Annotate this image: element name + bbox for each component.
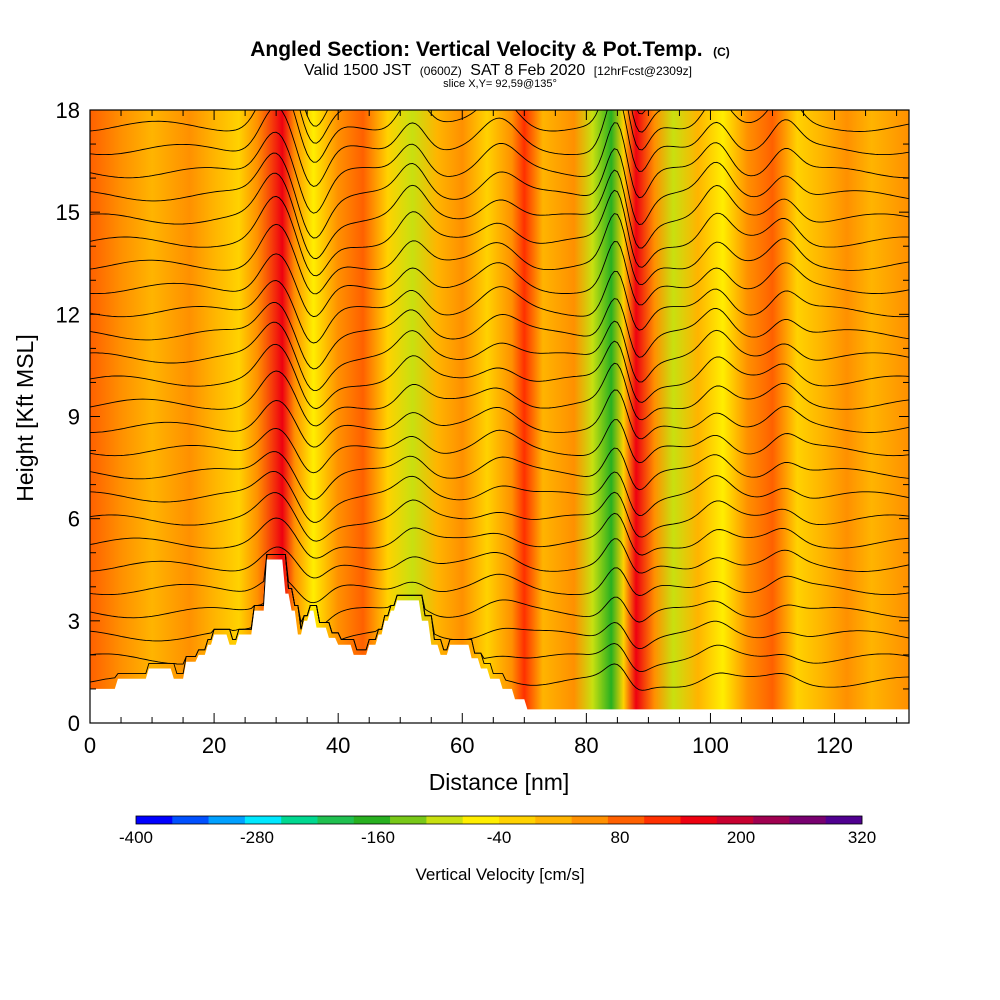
chart-subtitle: Valid 1500 JST (0600Z) SAT 8 Feb 2020 [1… bbox=[304, 62, 692, 79]
colorbar-swatch bbox=[825, 816, 863, 824]
x-tick-label: 100 bbox=[692, 733, 729, 758]
theta-contour bbox=[90, 447, 909, 500]
colorbar bbox=[135, 815, 863, 825]
chart-title-mark: (C) bbox=[713, 45, 730, 59]
theta-contour bbox=[90, 148, 909, 239]
colorbar-swatch bbox=[571, 816, 609, 824]
potential-temperature-contours bbox=[90, 110, 909, 691]
theta-contour bbox=[90, 389, 909, 448]
colorbar-label: -160 bbox=[361, 828, 395, 847]
y-tick-label: 0 bbox=[68, 711, 80, 736]
theta-contour bbox=[90, 470, 909, 523]
colorbar-swatch bbox=[172, 816, 209, 824]
colorbar-swatch bbox=[390, 816, 427, 824]
colorbar-swatch bbox=[535, 816, 572, 824]
x-tick-label: 60 bbox=[450, 733, 474, 758]
chart-title: Angled Section: Vertical Velocity & Pot.… bbox=[250, 38, 730, 61]
theta-contour bbox=[90, 169, 909, 260]
terrain-mask bbox=[90, 559, 909, 723]
subtitle-zulu: (0600Z) bbox=[420, 64, 462, 78]
colorbar-swatch bbox=[136, 816, 173, 824]
subtitle-forecast: [12hrFcst@2309z] bbox=[594, 64, 692, 78]
theta-contour bbox=[90, 340, 909, 410]
theta-contour bbox=[90, 110, 909, 187]
x-tick-label: 40 bbox=[326, 733, 350, 758]
theta-contour bbox=[90, 241, 909, 318]
y-tick-label: 6 bbox=[68, 507, 80, 532]
subtitle-valid: Valid 1500 JST bbox=[304, 62, 412, 79]
theta-contour bbox=[90, 189, 909, 277]
colorbar-swatch bbox=[680, 816, 718, 824]
y-tick-label: 12 bbox=[56, 302, 80, 327]
colorbar-label: -400 bbox=[119, 828, 153, 847]
colorbar-labels: -400 -280 -160 -40 80 200 320 bbox=[119, 828, 876, 847]
y-tick-label: 9 bbox=[68, 405, 80, 430]
colorbar-swatch bbox=[607, 816, 645, 824]
theta-contour bbox=[90, 122, 909, 214]
theta-contour bbox=[90, 362, 909, 427]
axis-ticks bbox=[89, 109, 909, 724]
colorbar-swatch bbox=[244, 816, 282, 824]
theta-contour bbox=[90, 419, 909, 474]
colorbar-swatch bbox=[462, 816, 500, 824]
colorbar-label: 320 bbox=[848, 828, 876, 847]
y-tick-label: 15 bbox=[56, 200, 80, 225]
plot-area bbox=[90, 110, 909, 723]
colorbar-label: -40 bbox=[487, 828, 512, 847]
colorbar-label: 200 bbox=[727, 828, 755, 847]
colorbar-swatch bbox=[281, 816, 318, 824]
x-axis-label: Distance [nm] bbox=[429, 769, 570, 795]
theta-contour bbox=[90, 553, 909, 604]
colorbar-swatch bbox=[789, 816, 826, 824]
x-tick-label: 80 bbox=[574, 733, 598, 758]
colorbar-swatch bbox=[716, 816, 754, 824]
colorbar-label: 80 bbox=[611, 828, 630, 847]
colorbar-swatch bbox=[499, 816, 536, 824]
colorbar-label: -280 bbox=[240, 828, 274, 847]
theta-contour bbox=[90, 553, 909, 624]
theta-contour bbox=[90, 553, 909, 650]
x-tick-label: 0 bbox=[84, 733, 96, 758]
colorbar-swatch bbox=[426, 816, 463, 824]
velocity-field bbox=[90, 110, 909, 723]
x-tick-label: 120 bbox=[816, 733, 853, 758]
colorbar-swatch bbox=[317, 816, 355, 824]
y-tick-label: 18 bbox=[56, 98, 80, 123]
colorbar-swatch bbox=[644, 816, 681, 824]
theta-contour bbox=[90, 110, 909, 163]
x-tick-label: 20 bbox=[202, 733, 226, 758]
theta-contour bbox=[90, 270, 909, 344]
theta-contour bbox=[90, 512, 909, 559]
slice-info: slice X,Y= 92,59@135° bbox=[443, 78, 557, 90]
theta-contour bbox=[90, 298, 909, 370]
theta-contour bbox=[90, 213, 909, 295]
colorbar-swatch bbox=[208, 816, 246, 824]
y-tick-label: 3 bbox=[68, 609, 80, 634]
colorbar-swatch bbox=[753, 816, 790, 824]
colorbar-frame bbox=[135, 815, 863, 825]
colorbar-swatch bbox=[353, 816, 391, 824]
chart-title-text: Angled Section: Vertical Velocity & Pot.… bbox=[250, 38, 702, 61]
theta-contour bbox=[90, 538, 909, 579]
theta-contour bbox=[90, 320, 909, 392]
colorbar-title: Vertical Velocity [cm/s] bbox=[415, 865, 584, 884]
subtitle-date: SAT 8 Feb 2020 bbox=[470, 62, 585, 79]
theta-contour bbox=[90, 491, 909, 542]
axis-tick-labels: 0 20 40 60 80 100 120 0 3 6 9 12 15 18 bbox=[56, 98, 853, 758]
y-axis-label: Height [Kft MSL] bbox=[12, 334, 38, 501]
